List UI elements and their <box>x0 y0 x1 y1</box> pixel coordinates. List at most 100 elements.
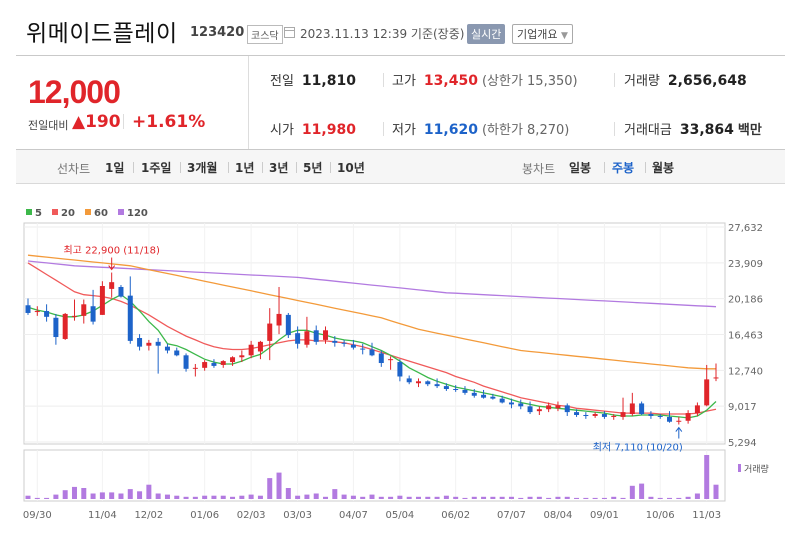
volume-bar <box>304 494 310 499</box>
volume-bar <box>481 496 487 499</box>
open-cell: 시가 11,980 <box>270 119 356 138</box>
volume-bar <box>462 497 468 499</box>
volume-bar <box>704 455 710 499</box>
candle-body <box>164 346 170 351</box>
volume-bar <box>118 493 124 499</box>
tab-line-5y[interactable]: 5년 <box>303 161 323 175</box>
x-tick-label: 04/07 <box>339 510 368 521</box>
volume-bar <box>109 492 115 499</box>
candle-body <box>304 331 310 345</box>
tab-line-3y[interactable]: 3년 <box>269 161 289 175</box>
candle-body <box>611 415 617 417</box>
tab-line-1d[interactable]: 1일 <box>105 161 125 175</box>
candle-body <box>564 405 570 413</box>
tab-candle-monthly[interactable]: 월봉 <box>652 161 675 175</box>
tab-line-1y[interactable]: 1년 <box>235 161 255 175</box>
amount-value: 33,864 <box>679 122 734 138</box>
volume-bar <box>350 495 356 499</box>
stock-chart[interactable]: 5 20 60 120 거래량 27,632 23,909 20,186 16,463 12,… <box>0 185 785 535</box>
legend-swatch <box>85 209 91 215</box>
divider <box>604 162 605 173</box>
candle-body <box>629 403 635 415</box>
candle-body <box>146 342 152 346</box>
y-tick-label: 12,740 <box>728 366 763 377</box>
candle-body <box>257 341 263 352</box>
legend-label: 20 <box>61 208 75 219</box>
volume-bar <box>174 495 180 499</box>
volume-bar <box>601 497 607 499</box>
volume-bar <box>183 496 189 499</box>
change-label: 전일대비 <box>28 119 69 132</box>
candle-body <box>425 381 431 385</box>
candle-body <box>360 348 366 350</box>
candle-body <box>490 396 496 399</box>
volume-bar <box>127 489 133 499</box>
volume-bar <box>137 491 143 499</box>
company-info-dropdown[interactable]: 기업개요 ▼ <box>512 24 573 44</box>
high-annotation: 최고 22,900 (11/18) <box>63 245 159 257</box>
candle-body <box>704 379 710 406</box>
divider <box>123 114 124 129</box>
tab-candle-daily[interactable]: 일봉 <box>569 161 592 175</box>
candle-body <box>685 413 691 421</box>
volume-bar <box>574 497 580 499</box>
title-bar: 위메이드플레이 123420 코스닥 2023.11.13 12:39 기준(장… <box>0 0 785 55</box>
volume-bar <box>332 489 338 499</box>
candle-body <box>713 377 719 379</box>
candle-body <box>230 357 236 363</box>
candle-body <box>341 342 347 344</box>
chevron-down-icon: ▼ <box>560 31 568 41</box>
divider <box>180 162 181 173</box>
x-tick-label: 01/06 <box>190 510 219 521</box>
volume-bar <box>592 497 598 499</box>
candle-body <box>583 414 589 416</box>
x-tick-label: 03/03 <box>283 510 312 521</box>
candle-body <box>71 315 77 317</box>
chart-period-tabs: 선차트 1일 1주일 3개월 1년 3년 5년 10년 봉차트 일봉 주봉 월봉 <box>16 150 785 184</box>
volume-bar <box>248 494 254 499</box>
y-tick-label: 27,632 <box>728 223 763 234</box>
market-badge: 코스닥 <box>247 25 283 44</box>
volume-bar <box>453 496 459 499</box>
candle-body <box>109 282 115 289</box>
x-tick-label: 07/07 <box>497 510 526 521</box>
volume-bar <box>369 494 375 499</box>
volume-bar <box>490 496 496 499</box>
candle-body <box>555 405 561 409</box>
candle-body <box>53 317 59 338</box>
volume-bar <box>657 497 663 499</box>
candle-body <box>574 412 580 415</box>
tab-candle-weekly[interactable]: 주봉 <box>612 161 635 175</box>
volume-bar <box>443 495 449 499</box>
candle-body <box>90 306 96 322</box>
tab-line-10y[interactable]: 10년 <box>337 161 365 175</box>
divider <box>262 162 263 173</box>
volume-bar <box>536 496 542 499</box>
volume-legend-swatch <box>738 464 741 472</box>
candle-body <box>527 406 533 413</box>
x-tick-label: 12/02 <box>134 510 163 521</box>
high-label: 고가 <box>392 74 416 89</box>
candle-body <box>323 330 329 340</box>
realtime-button[interactable]: 실시간 <box>467 24 506 44</box>
candle-body <box>174 350 180 356</box>
high-arrow-head <box>108 265 116 271</box>
volume-bar <box>341 494 347 499</box>
tab-line-3m[interactable]: 3개월 <box>187 161 218 175</box>
candle-body <box>350 344 356 348</box>
x-tick-label: 11/04 <box>88 510 117 521</box>
volume-bar <box>518 497 524 499</box>
divider <box>228 162 229 173</box>
volume-bar <box>471 496 477 499</box>
amount-cell: 거래대금 33,864 백만 <box>624 119 762 138</box>
volume-bar <box>267 478 273 499</box>
candle-body <box>127 295 133 341</box>
prev-close-label: 전일 <box>270 74 294 89</box>
volume-bar <box>257 495 263 499</box>
volume-bar <box>415 496 421 499</box>
low-cell: 저가 11,620 (하한가 8,270) <box>392 119 569 138</box>
volume-bar <box>685 496 691 499</box>
candle-body <box>276 313 282 326</box>
tab-line-1w[interactable]: 1주일 <box>141 161 172 175</box>
low-annotation: 최저 7,110 (10/20) <box>593 442 683 454</box>
